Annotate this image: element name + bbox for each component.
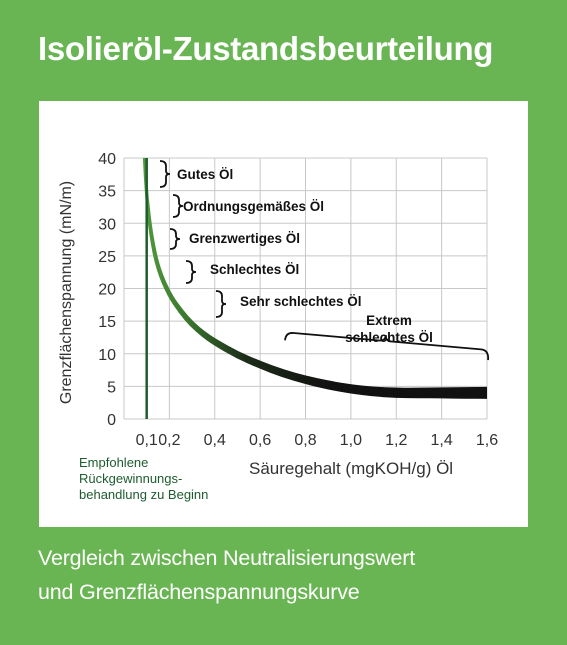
x-tick-label: 0,1: [136, 432, 158, 449]
zone-brace: [159, 160, 171, 188]
zone-brace: [172, 194, 184, 218]
y-tick-label: 15: [98, 314, 116, 331]
zone-brace: [169, 228, 181, 250]
y-tick-label: 35: [98, 184, 116, 201]
zone-label: Gutes Öl: [177, 167, 233, 182]
caption-line-1: Vergleich zwischen Neutralisierungswert: [38, 546, 415, 570]
zone-label: Ordnungsgemäßes Öl: [183, 199, 324, 214]
page-title: Isolieröl-Zustandsbeurteilung: [38, 30, 494, 67]
x-tick-label: 1,4: [431, 432, 453, 449]
zone-brace: [185, 260, 197, 284]
chart-caption: Vergleich zwischen Neutralisierungswert …: [38, 541, 415, 609]
zone-label: Grenzwertiges Öl: [189, 231, 300, 246]
x-axis-label: Säuregehalt (mgKOH/g) Öl: [249, 459, 453, 478]
y-tick-label: 5: [107, 379, 116, 396]
recommendation-label: behandlung zu Beginn: [79, 487, 208, 502]
x-tick-label: 0,4: [204, 432, 226, 449]
zone-label: schlechtes Öl: [345, 330, 433, 345]
y-tick-label: 30: [98, 216, 116, 233]
x-tick-label: 1,6: [476, 432, 498, 449]
x-tick-label: 0,6: [249, 432, 271, 449]
caption-line-2: und Grenzflächenspannungskurve: [38, 580, 360, 604]
recommendation-label: Empfohlene: [79, 455, 148, 470]
y-tick-label: 20: [98, 282, 116, 299]
recommendation-label: Rückgewinnungs-: [79, 471, 182, 486]
y-tick-label: 40: [98, 151, 116, 168]
zone-label: Sehr schlechtes Öl: [240, 294, 362, 309]
y-tick-label: 0: [107, 412, 116, 429]
zone-brace: [284, 332, 490, 361]
x-tick-label: 1,2: [385, 432, 407, 449]
chart-panel: 0 5 10 15 20 25 30 35 40 0,1 0,2 0,4 0,6 0,8 1,0 1,2 1,4…: [39, 101, 528, 527]
zone-label: Extrem: [366, 313, 412, 328]
x-tick-label: 0,8: [294, 432, 316, 449]
y-axis-label: Grenzflächenspannung (mN/m): [58, 181, 75, 404]
chart-svg: 0 5 10 15 20 25 30 35 40 0,1 0,2 0,4 0,6 0,8 1,0 1,2 1,4…: [58, 151, 498, 502]
x-tick-label: 1,0: [340, 432, 362, 449]
x-tick-label: 0,2: [158, 432, 180, 449]
y-tick-label: 25: [98, 249, 116, 266]
zone-brace: [215, 290, 227, 318]
zone-label: Schlechtes Öl: [210, 262, 299, 277]
interfacial-tension-curve: [142, 157, 487, 399]
y-tick-label: 10: [98, 347, 116, 364]
